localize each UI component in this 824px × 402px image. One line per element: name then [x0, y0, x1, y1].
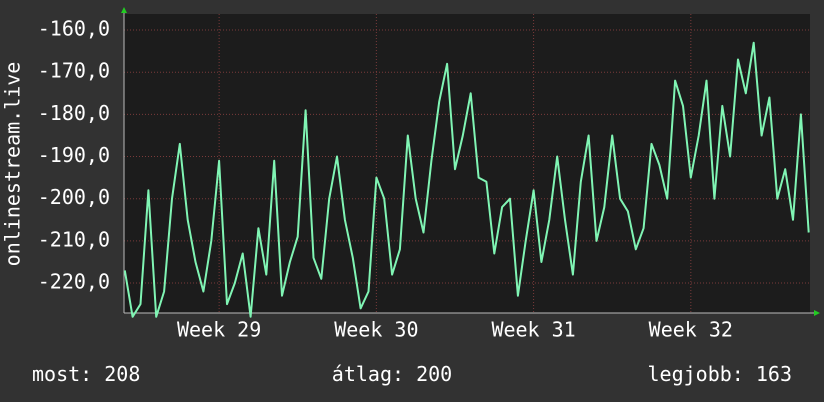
y-tick-label: -200,0: [38, 185, 110, 209]
x-tick-label: Week 29: [177, 318, 261, 342]
footer-stat: legjobb: 163: [648, 362, 793, 386]
footer-stat: átlag: 200: [332, 362, 452, 386]
axis-arrow: [814, 310, 820, 316]
x-tick-label: Week 30: [334, 318, 418, 342]
y-tick-label: -170,0: [38, 59, 110, 83]
stat-value: 163: [756, 362, 792, 386]
stat-label: legjobb:: [648, 362, 744, 386]
stat-label: most:: [32, 362, 92, 386]
x-tick-label: Week 32: [649, 318, 733, 342]
plot-area: [124, 14, 810, 313]
y-axis-label: onlinestream.live: [1, 62, 25, 267]
y-tick-label: -160,0: [38, 17, 110, 41]
stat-value: 200: [416, 362, 452, 386]
y-tick-label: -190,0: [38, 143, 110, 167]
footer-stat: most: 208: [32, 362, 140, 386]
footer: most: 208 átlag: 200 legjobb: 163: [32, 362, 792, 386]
y-tick-label: -220,0: [38, 270, 110, 294]
axis-arrow: [121, 7, 127, 13]
data-line: [123, 41, 810, 318]
stat-value: 208: [104, 362, 140, 386]
y-tick-label: -210,0: [38, 227, 110, 251]
stat-label: átlag:: [332, 362, 404, 386]
x-tick-label: Week 31: [491, 318, 575, 342]
y-tick-label: -180,0: [38, 101, 110, 125]
